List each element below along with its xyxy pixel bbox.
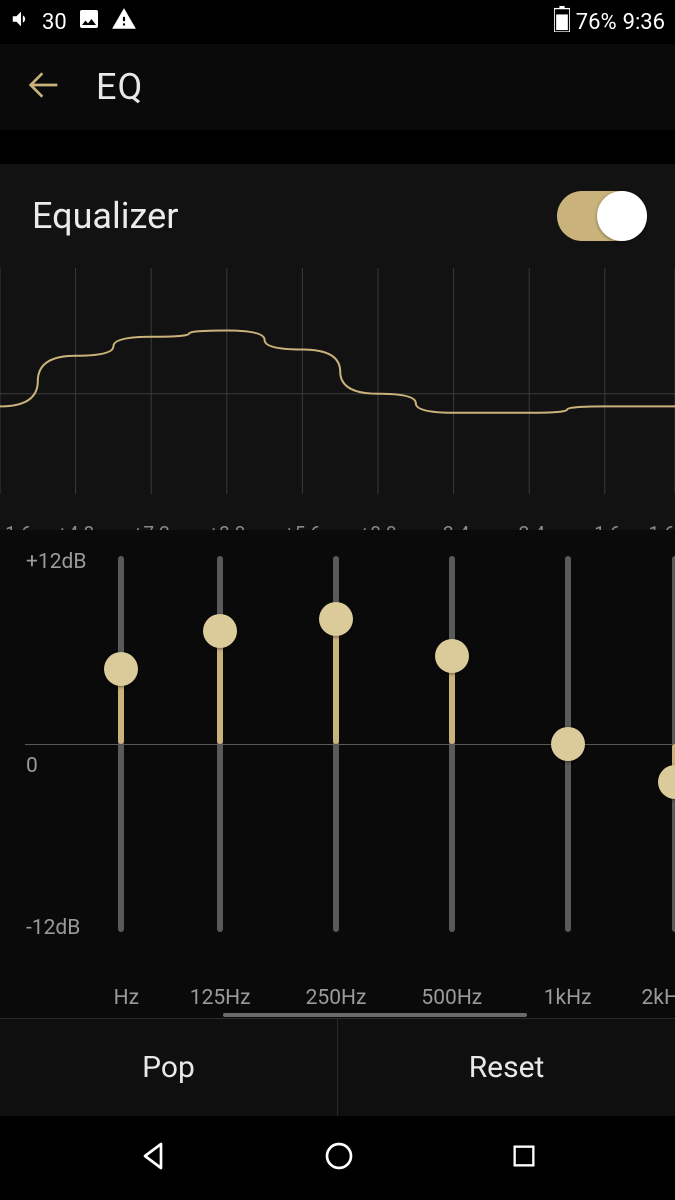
- sliders-area: [110, 556, 675, 932]
- slider-rail: [449, 556, 455, 932]
- nav-back-icon[interactable]: [137, 1140, 169, 1176]
- spacer: [0, 130, 675, 164]
- scroll-thumb[interactable]: [223, 1013, 527, 1017]
- y-label-bot: -12dB: [26, 916, 80, 940]
- eq-slider[interactable]: [203, 556, 237, 932]
- reset-button[interactable]: Reset: [338, 1019, 675, 1116]
- nav-recent-icon[interactable]: [510, 1142, 538, 1174]
- image-icon: [77, 7, 101, 37]
- app-header: EQ: [0, 44, 675, 130]
- scroll-indicator: [0, 1012, 675, 1018]
- curve-svg: [0, 268, 675, 530]
- bottom-button-row: Pop Reset: [0, 1018, 675, 1116]
- battery-value: 76%: [576, 10, 617, 35]
- android-nav-bar: [0, 1116, 675, 1200]
- slider-knob[interactable]: [435, 639, 469, 673]
- eq-curve-graph: -1.6+4.8+7.2+8.0+5.6+0.0-2.4-2.4-1.6-1.6: [0, 268, 675, 530]
- volume-icon: [10, 8, 32, 36]
- slider-knob[interactable]: [104, 652, 138, 686]
- eq-slider[interactable]: [104, 556, 138, 932]
- clock-value: 9:36: [623, 10, 665, 35]
- nav-home-icon[interactable]: [323, 1140, 355, 1176]
- back-arrow-icon[interactable]: [24, 65, 64, 109]
- status-bar: 30 76% 9:36: [0, 0, 675, 44]
- slider-knob[interactable]: [551, 727, 585, 761]
- volume-value: 30: [42, 10, 67, 35]
- eq-sliders-panel: +12dB 0 -12dB Hz 125Hz 250Hz 500Hz 1kHz 2kHz: [0, 530, 675, 1012]
- preset-button-label: Pop: [142, 1050, 195, 1085]
- slider-knob[interactable]: [319, 602, 353, 636]
- freq-label: 125Hz: [190, 986, 251, 1010]
- slider-knob[interactable]: [658, 765, 675, 799]
- preset-button[interactable]: Pop: [0, 1019, 338, 1116]
- toggle-knob: [597, 191, 647, 241]
- equalizer-label: Equalizer: [32, 195, 178, 237]
- eq-slider[interactable]: [551, 556, 585, 932]
- y-label-mid: 0: [26, 754, 38, 778]
- freq-label: 1kHz: [544, 986, 592, 1010]
- y-label-top: +12dB: [26, 550, 86, 574]
- eq-slider[interactable]: [319, 556, 353, 932]
- page-title: EQ: [96, 66, 143, 108]
- eq-slider[interactable]: [435, 556, 469, 932]
- eq-slider[interactable]: [658, 556, 675, 932]
- slider-rail: [217, 556, 223, 932]
- equalizer-toggle[interactable]: [557, 191, 647, 241]
- equalizer-row: Equalizer: [0, 164, 675, 268]
- battery-icon: [554, 6, 570, 38]
- freq-label: 500Hz: [421, 986, 482, 1010]
- freq-label: Hz: [114, 986, 139, 1010]
- slider-fill: [333, 619, 339, 744]
- freq-label: 250Hz: [306, 986, 367, 1010]
- warning-icon: [111, 6, 137, 38]
- freq-label: 2kHz: [641, 986, 675, 1010]
- slider-knob[interactable]: [203, 614, 237, 648]
- reset-button-label: Reset: [469, 1050, 545, 1085]
- slider-rail: [118, 556, 124, 932]
